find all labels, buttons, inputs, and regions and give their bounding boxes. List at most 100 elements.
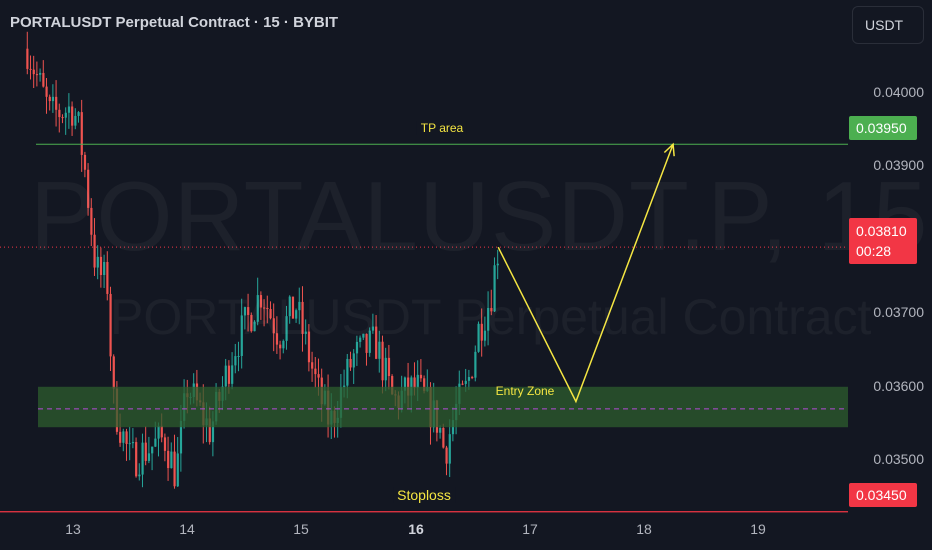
candle-body bbox=[99, 256, 103, 275]
candle-body bbox=[474, 351, 477, 378]
candle-body bbox=[253, 321, 256, 332]
candle-body bbox=[51, 96, 55, 102]
candle-body bbox=[61, 117, 64, 119]
candle-body bbox=[355, 341, 359, 354]
candle-body bbox=[349, 358, 352, 368]
candle-body bbox=[160, 425, 163, 438]
candle-body bbox=[471, 377, 474, 379]
candle-body bbox=[461, 383, 464, 385]
candle-body bbox=[96, 256, 99, 268]
candle-body bbox=[103, 262, 106, 275]
candle-body bbox=[128, 443, 131, 445]
candle-body bbox=[445, 447, 448, 464]
candle-body bbox=[93, 234, 96, 268]
drawing-overlays bbox=[0, 142, 848, 513]
candle-body bbox=[365, 333, 368, 353]
candle-body bbox=[368, 330, 371, 353]
candle-body bbox=[179, 420, 183, 454]
candle-body bbox=[311, 362, 314, 369]
candle-body bbox=[131, 442, 135, 444]
candle-body bbox=[391, 376, 394, 395]
candle-body bbox=[157, 425, 160, 439]
candle-body bbox=[227, 365, 231, 384]
candle-body bbox=[154, 438, 157, 447]
candle-body bbox=[317, 374, 320, 378]
candle-body bbox=[375, 326, 378, 359]
candle-body bbox=[259, 295, 263, 308]
candle-body bbox=[67, 106, 71, 113]
time-tick: 17 bbox=[522, 521, 538, 537]
time-tick: 13 bbox=[65, 521, 81, 537]
candle-body bbox=[464, 380, 467, 384]
candle-body bbox=[269, 309, 272, 319]
candle-body bbox=[314, 368, 317, 375]
candle-body bbox=[403, 377, 407, 391]
candle-body bbox=[477, 323, 480, 352]
candle-body bbox=[387, 357, 391, 377]
watermark-symbol: PORTALUSDT.P, 15 bbox=[30, 160, 928, 273]
candle-body bbox=[416, 374, 419, 388]
candle-body bbox=[141, 442, 144, 475]
candle-body bbox=[87, 169, 90, 208]
candle-body bbox=[493, 265, 496, 312]
candle-body bbox=[173, 451, 176, 487]
time-tick: 14 bbox=[179, 521, 195, 537]
price-tick: 0.04000 bbox=[873, 84, 924, 100]
candle-body bbox=[263, 307, 266, 309]
time-tick: 16 bbox=[408, 521, 424, 537]
candle-body bbox=[442, 427, 445, 448]
candle-body bbox=[125, 431, 128, 444]
chart-title: PORTALUSDT Perpetual Contract · 15 · BYB… bbox=[10, 14, 339, 31]
candle-body bbox=[407, 377, 410, 396]
candle-body bbox=[48, 96, 51, 102]
candle-body bbox=[343, 385, 346, 388]
candle-body bbox=[74, 115, 77, 126]
candle-body bbox=[211, 421, 215, 443]
candle-body bbox=[42, 72, 45, 87]
candle-body bbox=[247, 307, 250, 315]
candle-body bbox=[467, 377, 471, 381]
candle-body bbox=[83, 154, 87, 170]
candle-body bbox=[112, 356, 115, 389]
candle-body bbox=[256, 295, 259, 322]
stoploss-label[interactable]: Stoploss bbox=[393, 487, 455, 503]
candle-body bbox=[301, 301, 304, 334]
candle-body bbox=[109, 293, 112, 357]
currency-button[interactable]: USDT bbox=[852, 6, 924, 44]
candle-body bbox=[234, 356, 237, 366]
candle-body bbox=[362, 333, 365, 338]
candle-body bbox=[231, 365, 234, 384]
tp-area-label[interactable]: TP area bbox=[416, 121, 468, 135]
candle-body bbox=[64, 112, 67, 118]
candle-body bbox=[176, 453, 179, 487]
candle-body bbox=[288, 296, 291, 317]
candle-body bbox=[32, 69, 35, 75]
candle-body bbox=[275, 333, 279, 345]
time-tick: 19 bbox=[750, 521, 766, 537]
candle-body bbox=[448, 434, 451, 464]
price-tick: 0.03900 bbox=[873, 157, 924, 173]
candle-body bbox=[371, 326, 375, 331]
candle-body bbox=[151, 446, 154, 454]
candle-countdown: 00:28 bbox=[856, 243, 892, 259]
candle-body bbox=[298, 301, 301, 311]
candle-body bbox=[359, 337, 362, 342]
candle-body bbox=[26, 48, 29, 69]
candle-body bbox=[77, 112, 80, 116]
candle-body bbox=[419, 374, 423, 379]
candle-body bbox=[295, 310, 298, 319]
candle-body bbox=[240, 315, 243, 356]
stoploss-price-badge: 0.03450 bbox=[849, 483, 917, 507]
candle-body bbox=[250, 314, 253, 332]
candle-body bbox=[483, 330, 487, 341]
candle-body bbox=[144, 442, 147, 461]
price-tick: 0.03700 bbox=[873, 304, 924, 320]
tp-price-badge: 0.03950 bbox=[849, 116, 917, 140]
candle-body bbox=[384, 357, 387, 381]
candle-body bbox=[224, 365, 227, 387]
candle-body bbox=[378, 341, 381, 359]
candle-body bbox=[381, 341, 384, 381]
entry-zone-label[interactable]: Entry Zone bbox=[495, 384, 555, 398]
candle-body bbox=[480, 323, 483, 341]
